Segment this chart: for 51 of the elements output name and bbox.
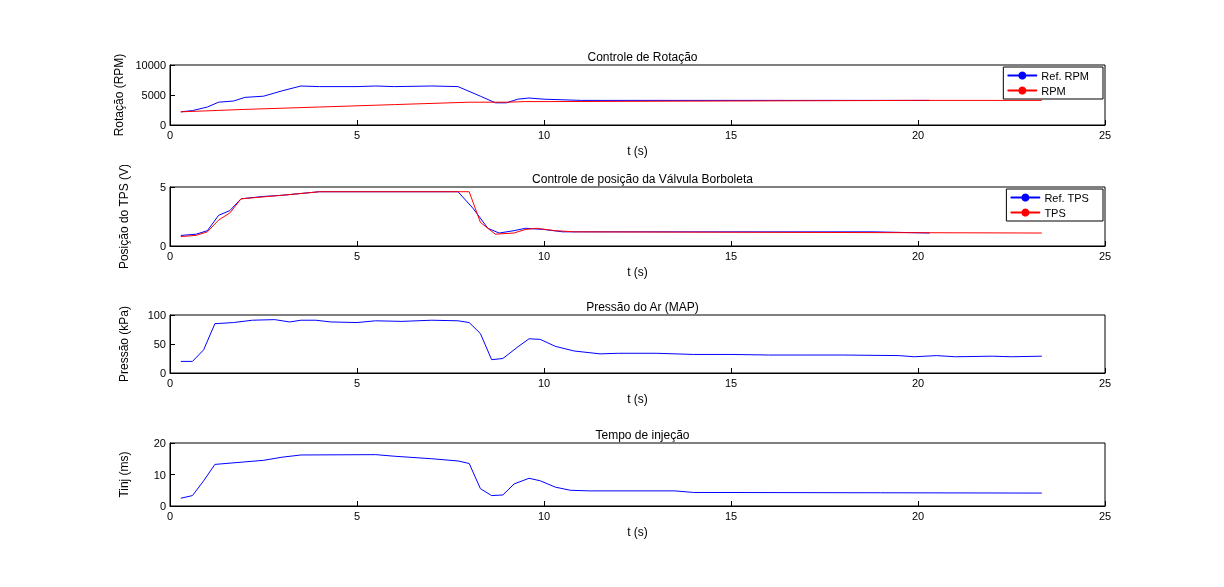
y-tick-label: 0 (159, 240, 166, 252)
x-tick-label: 25 (1098, 376, 1112, 389)
y-tick-label: 20 (153, 437, 166, 449)
x-tick-label: 15 (724, 249, 738, 262)
x-tick-label: 5 (353, 509, 361, 522)
legend-label: Ref. RPM (1041, 69, 1090, 82)
x-axis-title: t (s) (627, 392, 648, 406)
y-axis-title: Tinj (ms) (117, 451, 131, 498)
x-axis-title: t (s) (627, 265, 648, 279)
x-tick-label: 15 (724, 128, 738, 141)
line-series (180, 319, 1042, 362)
y-tick-label: 10 (153, 468, 166, 481)
x-tick-label: 5 (353, 249, 361, 262)
y-tick-label: 0 (159, 367, 166, 379)
x-tick-label: 10 (537, 376, 551, 389)
legend-label: RPM (1041, 84, 1066, 97)
y-tick-label: 10000 (135, 59, 166, 71)
x-tick-label: 20 (911, 376, 925, 389)
x-axis-title: t (s) (627, 144, 648, 158)
y-tick-label: 5000 (141, 89, 166, 101)
y-tick-label: 5 (159, 181, 166, 193)
x-tick-label: 25 (1098, 249, 1112, 262)
x-tick-label: 20 (911, 128, 925, 141)
x-axis-title: t (s) (627, 525, 648, 539)
x-tick-label: 15 (724, 509, 738, 522)
y-axis-title: Rotação (RPM) (111, 53, 126, 137)
x-tick-label: 25 (1098, 128, 1112, 141)
x-tick-label: 10 (537, 128, 551, 141)
x-tick-label: 20 (911, 249, 925, 262)
y-tick-label: 50 (153, 338, 166, 350)
x-tick-label: 5 (353, 128, 361, 141)
x-tick-label: 25 (1098, 509, 1112, 522)
legend-label: Ref. TPS (1044, 191, 1089, 204)
y-axis-title: Posição do TPS (V) (117, 163, 131, 270)
line-series (180, 99, 1042, 113)
chart-title: Controle de posição da Válvula Borboleta (532, 172, 754, 186)
chart-title: Tempo de injeção (595, 428, 690, 442)
x-tick-label: 15 (724, 376, 738, 389)
x-tick-label: 10 (537, 249, 551, 262)
legend-label: TPS (1044, 206, 1066, 219)
x-tick-label: 5 (353, 376, 361, 389)
y-tick-label: 0 (159, 500, 166, 512)
y-tick-label: 100 (147, 309, 166, 321)
y-axis-title: Pressão (kPa) (117, 305, 131, 383)
line-series (180, 191, 1042, 238)
x-tick-label: 10 (537, 509, 551, 522)
x-tick-label: 20 (911, 509, 925, 522)
line-series (180, 454, 1042, 499)
y-tick-label: 0 (159, 119, 166, 131)
chart-title: Pressão do Ar (MAP) (586, 300, 699, 314)
chart-title: Controle de Rotação (587, 50, 698, 64)
